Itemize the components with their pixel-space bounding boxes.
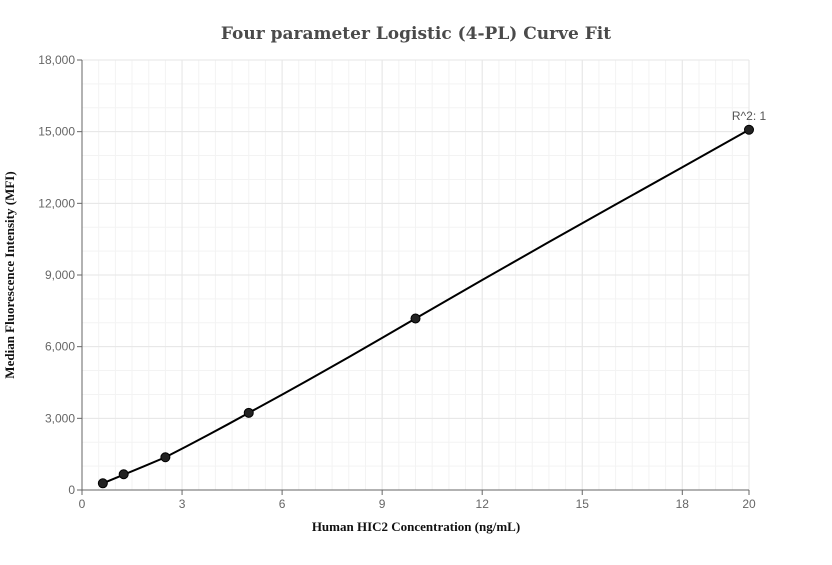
data-point — [243, 407, 254, 418]
x-axis-title: Human HIC2 Concentration (ng/mL) — [312, 519, 520, 534]
y-tick-label: 0 — [68, 483, 75, 497]
r-squared-annotation: R^2: 1 — [732, 109, 767, 123]
x-tick-label: 18 — [676, 497, 690, 511]
y-tick-label: 3,000 — [45, 411, 75, 425]
fit-curve-line — [102, 128, 750, 485]
grid-layer — [81, 59, 750, 491]
data-point — [97, 478, 108, 489]
data-point — [410, 313, 421, 324]
chart-title: Four parameter Logistic (4-PL) Curve Fit — [221, 24, 611, 44]
label-layer: 0 3 6 9 12 15 18 20 0 3,000 6,000 9,000 12,000 15,000… — [38, 53, 766, 511]
y-axis-title: Median Fluorescence Intensity (MFI) — [2, 171, 17, 378]
y-tick-label: 18,000 — [38, 53, 75, 67]
x-tick-label: 12 — [476, 497, 490, 511]
x-tick-label: 15 — [576, 497, 590, 511]
x-tick-label: 20 — [742, 497, 756, 511]
data-point — [118, 469, 129, 480]
x-tick-label: 3 — [179, 497, 186, 511]
point-layer — [97, 124, 754, 489]
x-tick-label: 9 — [379, 497, 386, 511]
x-tick-label: 6 — [279, 497, 286, 511]
data-point — [160, 452, 171, 463]
y-tick-label: 12,000 — [38, 196, 75, 210]
x-tick-label: 0 — [79, 497, 86, 511]
y-tick-label: 9,000 — [45, 268, 75, 282]
y-tick-label: 15,000 — [38, 125, 75, 139]
y-tick-label: 6,000 — [45, 340, 75, 354]
data-point — [744, 124, 754, 135]
curve-layer — [102, 128, 750, 485]
axis-layer — [77, 59, 750, 495]
